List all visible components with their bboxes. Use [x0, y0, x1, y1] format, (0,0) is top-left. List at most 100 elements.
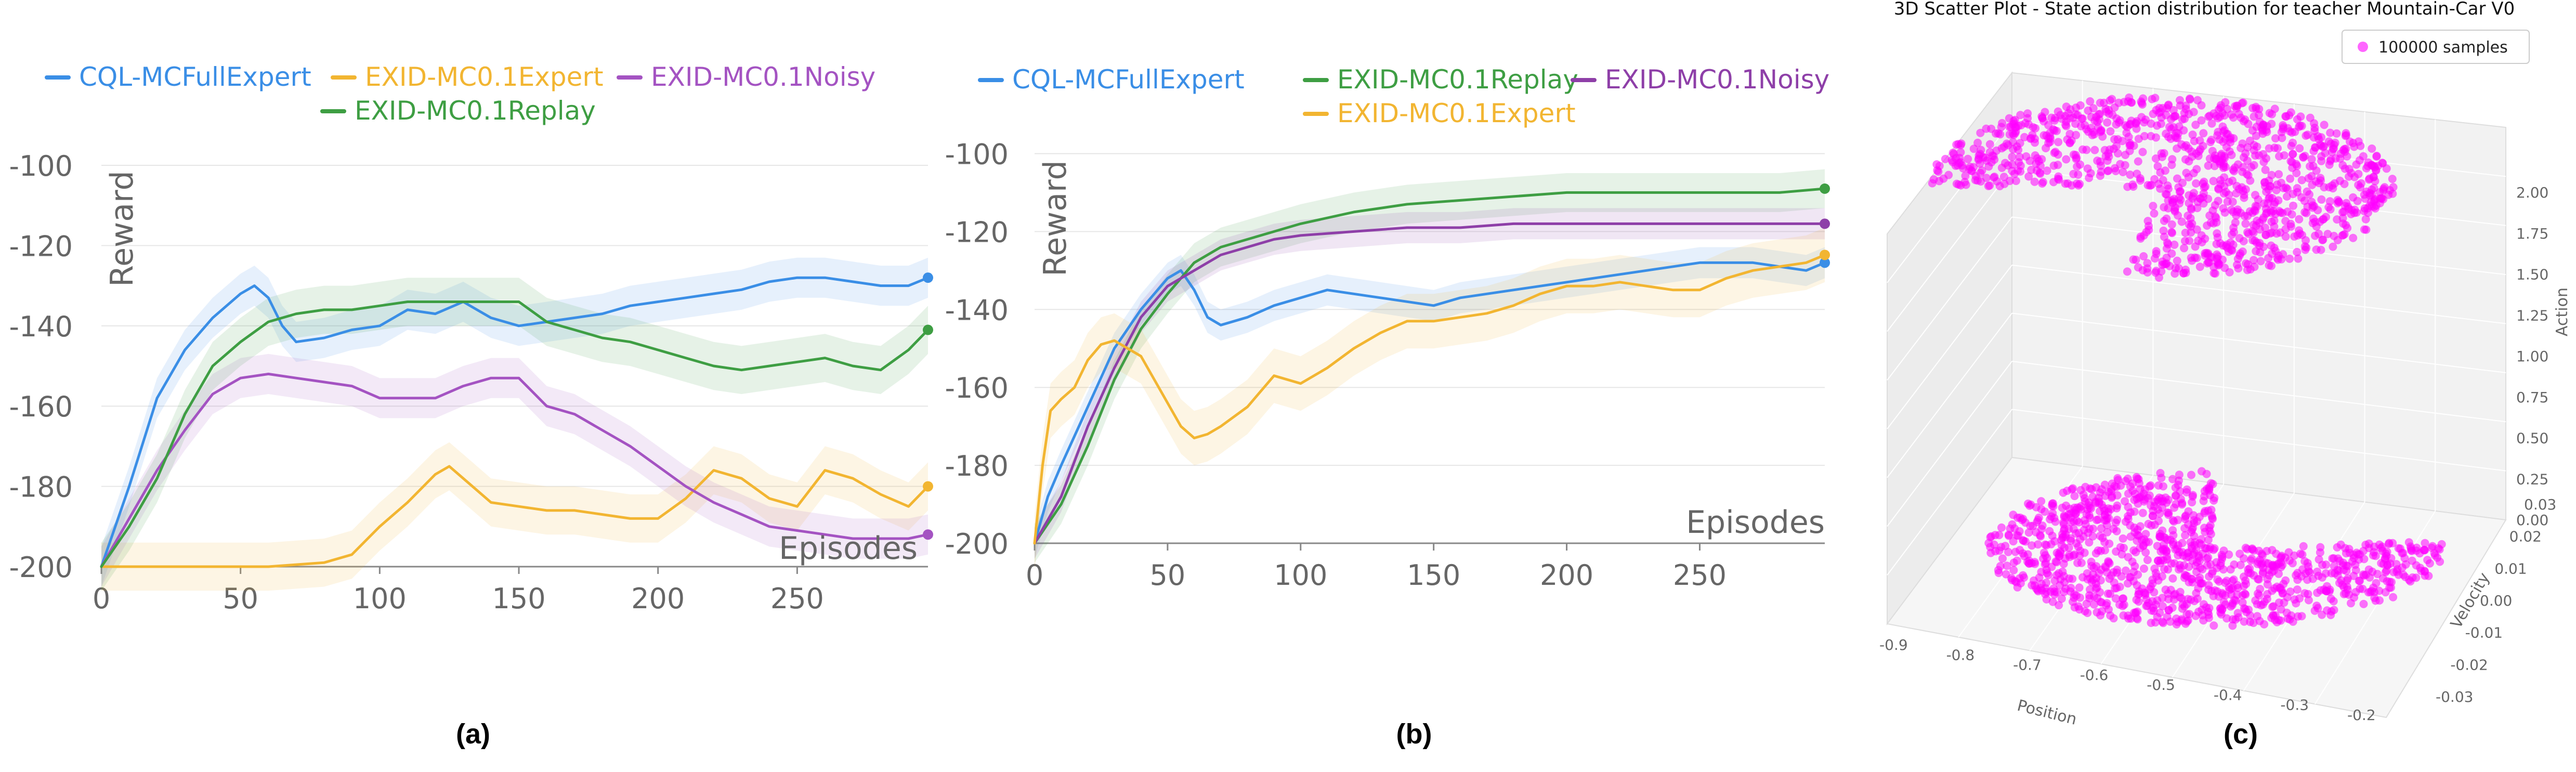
- scatter-point: [2317, 133, 2325, 142]
- scatter-point: [2164, 196, 2173, 205]
- scatter-point: [1998, 119, 2007, 127]
- scatter-point: [2197, 116, 2206, 125]
- scatter-point: [2219, 189, 2228, 198]
- scatter-point: [2359, 599, 2368, 608]
- y-tick-label: -100: [9, 150, 73, 182]
- scatter-point: [2315, 555, 2323, 564]
- scatter-point: [2208, 567, 2217, 575]
- scatter-point: [2119, 594, 2127, 603]
- series-line-exid-mc0-1noisy: [100, 372, 930, 568]
- scatter-point: [2174, 551, 2182, 560]
- scatter-point: [2236, 560, 2245, 569]
- scatter-point: [2150, 175, 2159, 184]
- scatter-point: [2105, 539, 2114, 548]
- scatter-point: [2265, 109, 2274, 117]
- scatter-point: [2139, 252, 2148, 260]
- cluster-action-2: [1928, 93, 2398, 282]
- scatter-point: [2267, 120, 2276, 128]
- scatter-point: [1954, 180, 1963, 189]
- scatter-point: [2313, 567, 2322, 576]
- scatter-point: [2199, 496, 2208, 505]
- scatter-point: [2134, 597, 2143, 606]
- grid-left-h: [1887, 216, 2012, 381]
- scatter-point: [2214, 127, 2222, 136]
- scatter-point: [2016, 111, 2025, 120]
- scatter-point: [2104, 166, 2113, 175]
- scatter-point: [2182, 617, 2191, 626]
- x-tick-label: 50: [1150, 559, 1186, 592]
- scatter-point: [2288, 559, 2297, 568]
- scatter-point: [2082, 146, 2091, 154]
- scatter-point: [1998, 554, 2007, 563]
- scatter-point: [2285, 254, 2294, 263]
- scatter-point: [2151, 154, 2160, 163]
- scatter-point: [2172, 134, 2180, 142]
- scatter-point: [2212, 240, 2221, 248]
- scatter-point: [2371, 204, 2379, 213]
- scatter-point: [1985, 140, 1994, 149]
- scatter-point: [2123, 182, 2132, 191]
- scatter-point: [2122, 128, 2131, 137]
- scatter-point: [2134, 590, 2143, 599]
- scatter-point: [2379, 560, 2388, 568]
- scatter-point: [2176, 187, 2185, 195]
- legend-label-cql-mcfullexpert: CQL-MCFullExpert: [1012, 64, 1245, 95]
- scatter-point: [2124, 512, 2133, 520]
- scatter-point: [2349, 551, 2358, 559]
- scatter-point: [1953, 161, 1962, 170]
- scatter-point: [2149, 506, 2157, 515]
- scatter-point: [2195, 263, 2204, 271]
- scatter-point: [2177, 217, 2186, 226]
- scatter-point: [2061, 554, 2070, 563]
- scatter-point: [2215, 157, 2224, 166]
- scatter-point: [1990, 173, 1998, 182]
- scatter-point: [1977, 177, 1985, 186]
- scatter-point: [2123, 267, 2132, 276]
- scatter-point: [2116, 543, 2125, 552]
- scatter-point: [2180, 570, 2189, 579]
- scatter-point: [2140, 132, 2149, 140]
- scatter-point: [2096, 576, 2105, 585]
- scatter-point: [2326, 128, 2335, 137]
- legend-box: [2342, 30, 2530, 64]
- scatter-point: [2221, 98, 2230, 107]
- scatter-point: [2065, 139, 2074, 148]
- scatter-point: [2248, 104, 2257, 112]
- scatter-point: [2345, 591, 2353, 599]
- scatter-point: [2161, 533, 2169, 542]
- scatter-point: [2089, 525, 2098, 533]
- series-endpoint-exid-mc0-1replay: [1820, 183, 1830, 194]
- scatter-point: [2312, 245, 2321, 254]
- scatter-point: [2241, 590, 2250, 599]
- x-tick-label: 0: [93, 582, 110, 615]
- series-endpoint-exid-mc0-1expert: [1820, 250, 1830, 260]
- scatter-point: [2208, 514, 2217, 522]
- scatter-point: [2096, 98, 2104, 107]
- x-tick-label: -0.4: [2214, 686, 2242, 703]
- scatter-point: [2090, 600, 2098, 609]
- scatter-point: [1941, 154, 1950, 163]
- scatter-point: [2280, 151, 2289, 160]
- scatter-point: [1987, 124, 1996, 133]
- scatter-point: [2138, 508, 2147, 517]
- scatter-point: [2036, 531, 2045, 540]
- scatter-point: [2029, 123, 2037, 132]
- band-exid-mc0-1replay: [101, 278, 928, 591]
- panel-c: 3D Scatter Plot - State action distribut…: [1840, 0, 2576, 772]
- scatter-point: [2052, 588, 2061, 597]
- scatter-point: [2300, 589, 2309, 598]
- scatter-point: [2281, 232, 2290, 241]
- scatter-point: [2335, 579, 2344, 587]
- x-tick-label: -0.6: [2080, 666, 2109, 684]
- scatter-point: [2273, 180, 2282, 189]
- scatter-point: [2152, 250, 2161, 258]
- scatter-point: [2295, 594, 2304, 603]
- scatter-point: [2060, 587, 2069, 596]
- scatter-point: [1928, 179, 1937, 188]
- scatter-point: [2097, 524, 2106, 533]
- scatter-point: [2178, 500, 2187, 509]
- scatter-point: [2113, 566, 2122, 574]
- scatter-point: [2158, 257, 2167, 266]
- scatter-point: [2228, 246, 2237, 255]
- scatter-point: [2112, 527, 2121, 535]
